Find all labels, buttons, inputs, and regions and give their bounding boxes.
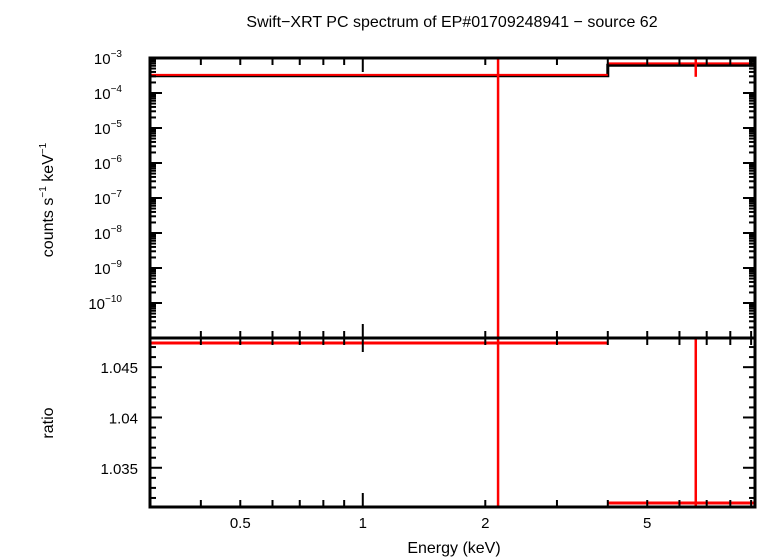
x-tick-label: 5 <box>643 515 651 532</box>
y-tick-label: 10−7 <box>94 189 123 208</box>
x-tick-label: 2 <box>481 515 489 532</box>
y-axis-label-ratio: ratio <box>40 407 57 438</box>
x-tick-label: 0.5 <box>230 515 251 532</box>
chart-title: Swift−XRT PC spectrum of EP#01709248941 … <box>246 14 657 31</box>
ratio-panel: 0.5 1 2 5 1.045 1.04 1.035 <box>100 336 757 532</box>
y-tick-label: 10−5 <box>94 119 123 138</box>
y-tick-label: 10−3 <box>94 49 123 68</box>
ratio-frame <box>148 336 757 509</box>
y-tick-label: 1.04 <box>109 410 138 427</box>
x-tick-label: 1 <box>359 515 367 532</box>
y-tick-label: 10−8 <box>94 224 123 243</box>
y-tick-label: 10−4 <box>94 84 123 103</box>
spectrum-panel: 10−3 10−4 10−5 10−6 10−7 10−8 10−9 10−10 <box>88 49 757 340</box>
y-tick-label: 10−6 <box>94 154 123 173</box>
y-tick-label: 10−9 <box>94 259 123 278</box>
y-axis-label-counts: counts s−1 keV−1 <box>38 142 57 257</box>
spectrum-frame <box>148 56 757 340</box>
y-tick-label: 1.045 <box>100 360 138 377</box>
y-tick-label: 1.035 <box>100 461 138 478</box>
x-axis-label: Energy (keV) <box>407 540 500 557</box>
y-tick-label: 10−10 <box>88 294 122 313</box>
